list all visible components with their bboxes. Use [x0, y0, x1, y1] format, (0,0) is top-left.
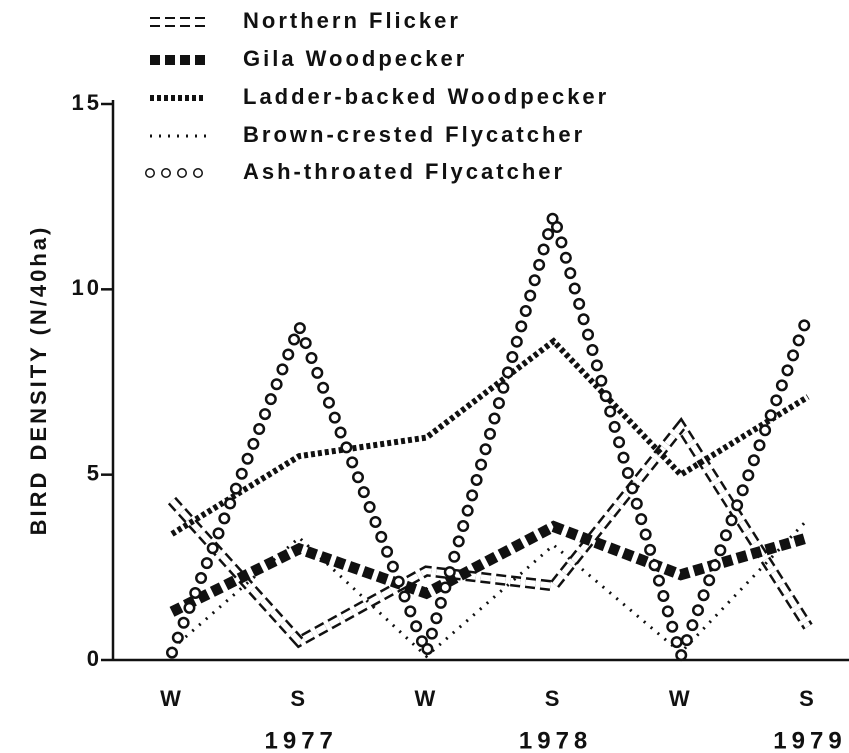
- series-line: [168, 202, 812, 668]
- y-tick-label: 15: [72, 90, 102, 115]
- series-line: [171, 518, 810, 659]
- legend-label: Brown-crested Flycatcher: [243, 122, 585, 147]
- x-tick-label: W: [669, 686, 693, 711]
- series-line: [170, 337, 810, 537]
- x-tick-label: W: [415, 686, 439, 711]
- series-line: [169, 421, 811, 646]
- x-tick-label: S: [290, 686, 308, 711]
- y-tick-label: 10: [72, 275, 102, 300]
- legend-label: Ash-throated Flycatcher: [243, 159, 565, 184]
- year-label: 1979: [773, 727, 846, 753]
- year-label: 1977: [265, 727, 338, 753]
- x-tick-label: S: [545, 686, 563, 711]
- series-line: [169, 520, 810, 617]
- y-axis-label: BIRD DENSITY (N/40ha): [26, 225, 51, 536]
- year-label: 1978: [519, 727, 592, 753]
- legend-label: Northern Flicker: [243, 8, 461, 33]
- x-tick-label: S: [799, 686, 817, 711]
- legend-label: Gila Woodpecker: [243, 46, 467, 71]
- x-tick-label: W: [160, 686, 184, 711]
- y-tick-label: 0: [87, 646, 102, 671]
- legend-label: Ladder-backed Woodpecker: [243, 84, 609, 109]
- y-tick-label: 5: [87, 460, 102, 485]
